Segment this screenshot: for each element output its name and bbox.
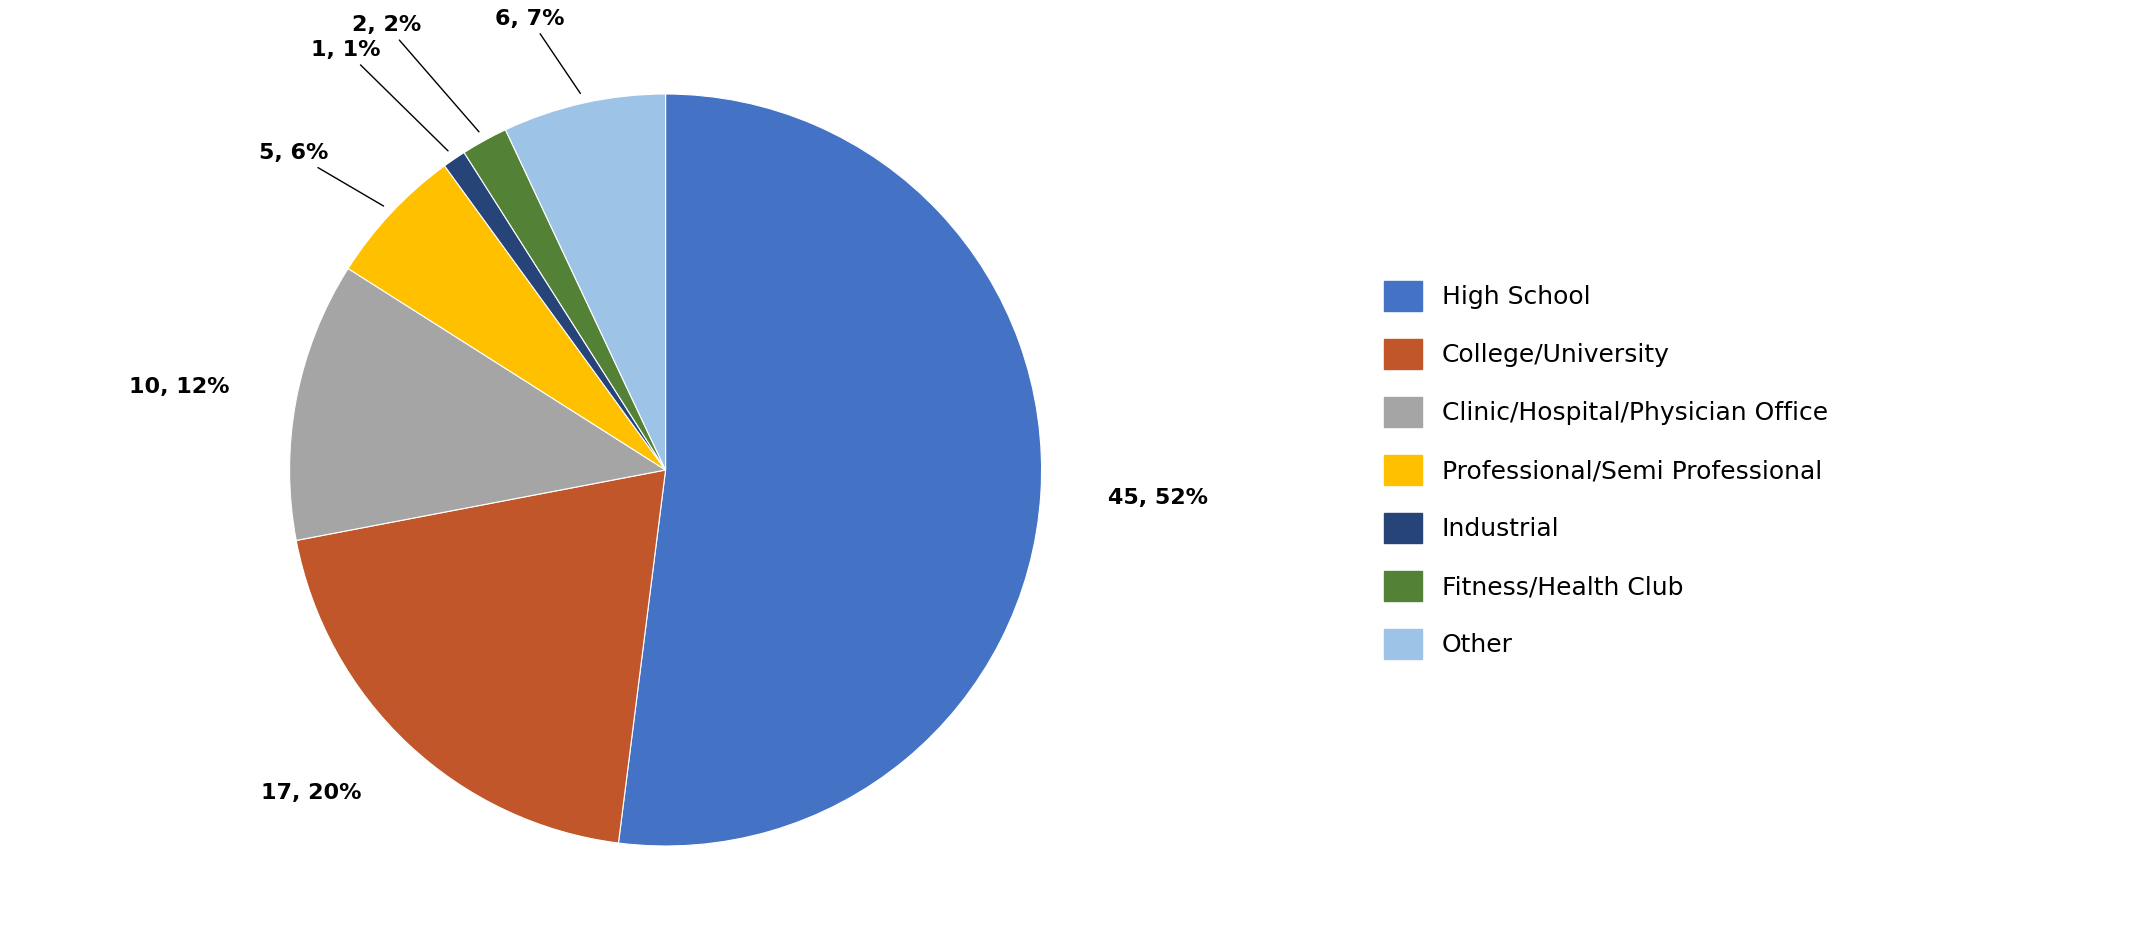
Text: 17, 20%: 17, 20% [262, 783, 363, 804]
Wedge shape [618, 94, 1041, 846]
Wedge shape [444, 152, 666, 470]
Text: 5, 6%: 5, 6% [260, 144, 384, 206]
Text: 1, 1%: 1, 1% [311, 40, 449, 150]
Wedge shape [505, 94, 666, 470]
Text: 2, 2%: 2, 2% [352, 15, 479, 132]
Wedge shape [296, 470, 666, 843]
Legend: High School, College/University, Clinic/Hospital/Physician Office, Professional/: High School, College/University, Clinic/… [1385, 281, 1827, 659]
Wedge shape [348, 165, 666, 470]
Wedge shape [464, 130, 666, 470]
Wedge shape [290, 269, 666, 540]
Text: 45, 52%: 45, 52% [1108, 488, 1209, 508]
Text: 10, 12%: 10, 12% [129, 377, 230, 397]
Text: 6, 7%: 6, 7% [496, 8, 580, 93]
